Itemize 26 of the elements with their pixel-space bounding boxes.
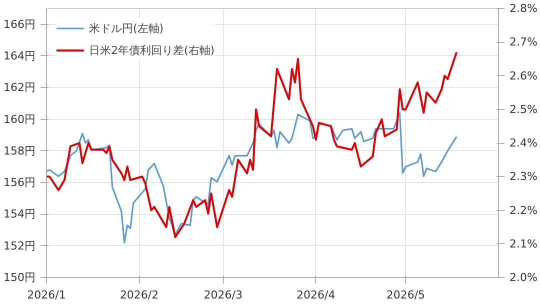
y2-tick-label: 2.0% bbox=[510, 271, 538, 284]
legend-label: 日米2年債利回り差(右軸) bbox=[89, 42, 215, 58]
y2-tick-label: 2.2% bbox=[510, 204, 538, 217]
x-tick-label: 2026/2 bbox=[120, 288, 159, 302]
y-tick-label: 156円 bbox=[4, 176, 36, 190]
line-series bbox=[46, 112, 458, 244]
x-tick-label: 2026/1 bbox=[27, 288, 66, 302]
x-tick-label: 2026/4 bbox=[296, 288, 336, 302]
y-tick-label: 152円 bbox=[4, 239, 36, 252]
legend-label: 米ドル円(左軸) bbox=[89, 20, 164, 36]
y2-tick-label: 2.7% bbox=[510, 36, 538, 49]
y-tick-label: 160円 bbox=[4, 112, 36, 126]
y2-tick-label: 2.3% bbox=[510, 170, 538, 184]
y2-tick-label: 2.1% bbox=[510, 237, 538, 250]
y-tick-label: 150円 bbox=[4, 271, 36, 284]
y-tick-label: 162円 bbox=[4, 81, 36, 94]
y2-tick-label: 2.8% bbox=[510, 2, 538, 15]
y2-tick-label: 2.6% bbox=[510, 69, 538, 82]
y2-tick-label: 2.4% bbox=[510, 136, 538, 150]
x-tick-label: 2026/5 bbox=[386, 288, 426, 302]
y-tick-label: 158円 bbox=[4, 144, 36, 158]
y2-tick-label: 2.5% bbox=[510, 102, 538, 116]
y-tick-label: 166円 bbox=[4, 18, 36, 31]
y-tick-label: 164円 bbox=[4, 49, 36, 62]
x-tick-label: 2026/3 bbox=[204, 288, 242, 302]
y-tick-label: 154円 bbox=[4, 208, 36, 221]
